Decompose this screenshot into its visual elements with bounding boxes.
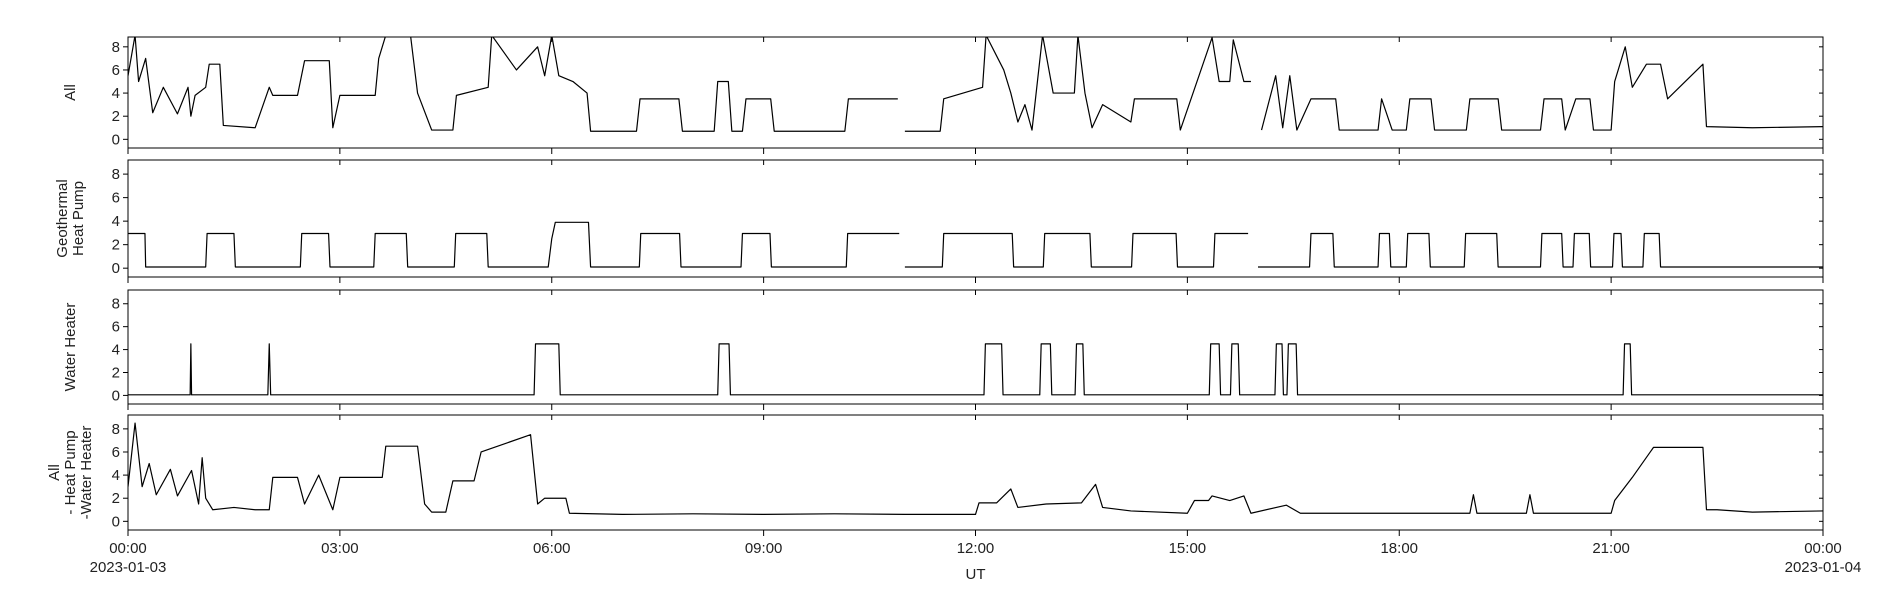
data-line	[128, 343, 1823, 396]
y-tick-label: 2	[112, 490, 120, 507]
y-tick-label: 0	[112, 513, 120, 530]
y-axis-label: Water Heater	[62, 303, 79, 392]
y-tick-label: 8	[112, 166, 120, 183]
y-tick-label: 8	[112, 39, 120, 56]
plot-area	[128, 221, 1823, 268]
plot-area	[128, 37, 1823, 132]
x-axis-label: UT	[966, 566, 986, 583]
panel-frame	[127, 414, 1824, 531]
plot-area	[128, 343, 1823, 396]
y-tick-label: 4	[112, 213, 120, 230]
x-tick-label: 12:00	[957, 540, 995, 557]
y-tick-label: 0	[112, 131, 120, 148]
y-tick-label: 4	[112, 85, 120, 102]
y-tick-label: 4	[112, 467, 120, 484]
x-tick-label: 00:00 2023-01-03	[90, 540, 167, 576]
y-tick-label: 6	[112, 190, 120, 207]
y-tick-label: 8	[112, 421, 120, 438]
x-tick-label: 09:00	[745, 540, 783, 557]
y-axis-label: All	[62, 84, 79, 101]
data-line	[128, 422, 1823, 515]
y-tick-label: 0	[112, 387, 120, 404]
y-tick-label: 0	[112, 260, 120, 277]
y-tick-label: 2	[112, 108, 120, 125]
x-tick-label: 15:00	[1169, 540, 1207, 557]
y-tick-label: 2	[112, 237, 120, 254]
y-tick-label: 6	[112, 319, 120, 336]
x-tick-label: 03:00	[321, 540, 359, 557]
plot-area	[128, 422, 1823, 515]
y-tick-label: 6	[112, 444, 120, 461]
y-tick-label: 2	[112, 364, 120, 381]
x-tick-label: 00:00 2023-01-04	[1785, 540, 1862, 576]
x-tick-label: 18:00	[1380, 540, 1418, 557]
data-line	[128, 221, 1823, 268]
panel-frame	[127, 289, 1824, 405]
x-tick-label: 06:00	[533, 540, 571, 557]
panel-frame	[127, 159, 1824, 278]
panel-frame	[127, 36, 1824, 149]
y-axis-label: GeothermalHeat Pump	[54, 179, 87, 257]
y-tick-label: 8	[112, 296, 120, 313]
x-tick-label: 21:00	[1592, 540, 1630, 557]
y-axis-label: All- Heat Pump-Water Heater	[46, 426, 95, 520]
y-tick-label: 4	[112, 342, 120, 359]
y-tick-label: 6	[112, 62, 120, 79]
data-line	[128, 37, 1823, 132]
